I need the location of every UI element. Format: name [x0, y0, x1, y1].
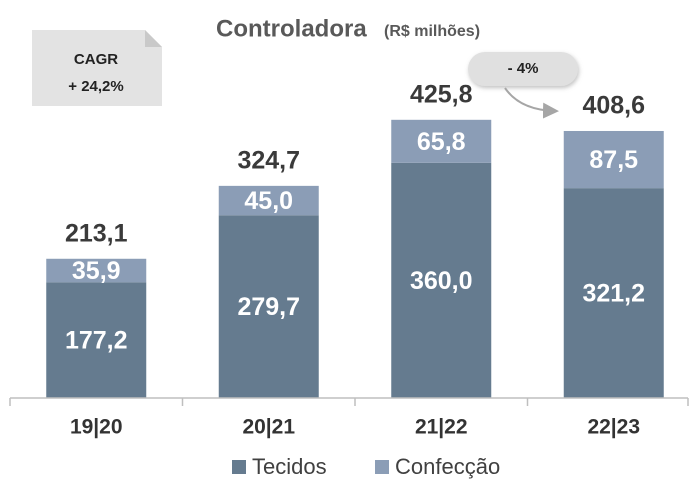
bar-segment	[563, 188, 664, 398]
bar-segment	[46, 282, 147, 398]
value-label: 279,7	[237, 293, 300, 321]
legend-swatch	[232, 460, 246, 474]
total-label: 324,7	[237, 146, 300, 174]
cagr-fold	[145, 30, 162, 47]
bar-segment	[218, 185, 319, 216]
legend-label: Confecção	[395, 454, 500, 479]
cagr-title: CAGR	[74, 51, 118, 68]
x-tick-label: 22|23	[587, 416, 640, 439]
bar-segment	[391, 162, 492, 398]
x-tick-label: 21|22	[415, 416, 468, 439]
cagr-box	[32, 30, 162, 106]
bar-segment	[391, 119, 492, 163]
bar-segment	[46, 258, 147, 283]
total-label: 408,6	[582, 92, 645, 120]
legend-label: Tecidos	[252, 454, 327, 479]
value-label: 321,2	[582, 280, 645, 308]
x-tick-label: 20|21	[242, 416, 295, 439]
change-arrow	[504, 87, 559, 119]
value-label: 35,9	[72, 257, 121, 285]
chart-subtitle: (R$ milhões)	[384, 23, 480, 40]
value-label: 65,8	[417, 128, 466, 156]
total-label: 425,8	[410, 80, 473, 108]
chart-title: Controladora	[216, 15, 367, 42]
change-bubble	[468, 52, 578, 86]
value-label: 360,0	[410, 267, 473, 295]
total-label: 213,1	[65, 219, 128, 247]
x-tick-label: 19|20	[70, 416, 123, 439]
bar-segment	[218, 215, 319, 398]
value-label: 45,0	[244, 187, 293, 215]
change-label: - 4%	[508, 60, 539, 77]
legend-swatch	[375, 460, 389, 474]
value-label: 177,2	[65, 327, 128, 355]
bar-segment	[563, 130, 664, 189]
value-label: 87,5	[589, 146, 638, 174]
cagr-value: + 24,2%	[68, 78, 123, 95]
